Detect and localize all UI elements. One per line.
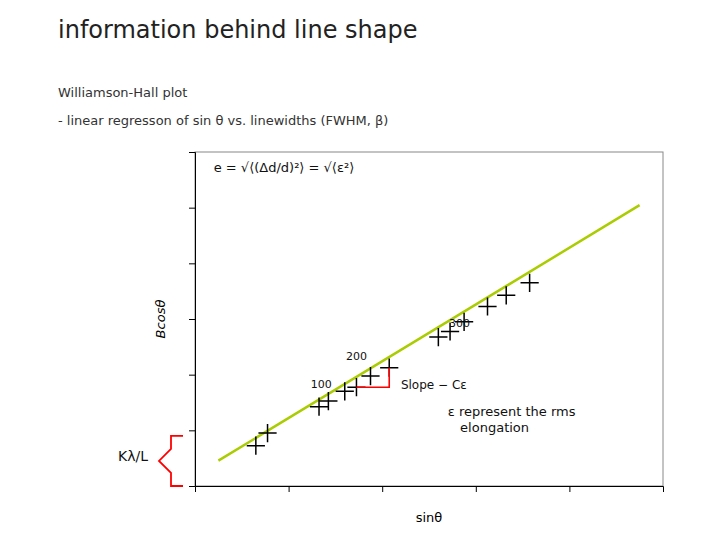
point bbox=[478, 297, 496, 315]
subtitle: - linear regresson of sin θ vs. linewidt… bbox=[58, 113, 388, 128]
annotation: 300 bbox=[449, 317, 470, 330]
annotation: 100 bbox=[311, 378, 332, 391]
tick-mark bbox=[189, 208, 195, 209]
title: information behind line shape bbox=[58, 16, 417, 44]
tick bbox=[382, 486, 383, 492]
y-axis-title: Bcosθ bbox=[153, 300, 168, 339]
y-axis bbox=[189, 153, 196, 487]
tick-mark bbox=[189, 319, 195, 320]
point bbox=[429, 328, 447, 346]
axis-line bbox=[196, 487, 664, 493]
data-marks bbox=[218, 205, 639, 461]
point bbox=[258, 424, 276, 442]
point bbox=[319, 392, 337, 410]
point bbox=[361, 367, 379, 385]
point bbox=[497, 286, 515, 304]
tick bbox=[189, 208, 195, 209]
annotation: e = √⟨(Δd/d)²⟩ = √⟨ε²⟩ bbox=[214, 160, 355, 175]
line bbox=[356, 368, 389, 387]
point bbox=[247, 437, 265, 455]
point bbox=[336, 382, 354, 400]
plot-area: sinθ Bcosθ 100 200 300 Slope − Cε e = √⟨(Δd/d)… bbox=[118, 152, 663, 525]
tick bbox=[476, 486, 477, 492]
tick bbox=[189, 319, 195, 320]
tick bbox=[289, 486, 290, 492]
tick bbox=[189, 263, 195, 264]
x-axis-title: sinθ bbox=[416, 510, 443, 525]
tick-mark bbox=[189, 152, 195, 153]
chart: information behind line shape Williamson-… bbox=[0, 0, 720, 540]
tick-mark bbox=[189, 430, 195, 431]
axis-line bbox=[189, 153, 196, 487]
brace bbox=[159, 436, 183, 486]
annotation: 200 bbox=[346, 350, 367, 363]
tick-mark bbox=[189, 375, 195, 376]
tick-mark bbox=[289, 486, 290, 492]
tick bbox=[569, 486, 570, 492]
plot-frame bbox=[195, 152, 663, 486]
tick bbox=[189, 430, 195, 431]
tick-mark bbox=[189, 263, 195, 264]
tick-mark bbox=[382, 486, 383, 492]
annotations: 100 200 300 Slope − Cε e = √⟨(Δd/d)²⟩ = √⟨ε²… bbox=[118, 160, 576, 463]
point bbox=[310, 398, 328, 416]
tick-mark bbox=[476, 486, 477, 492]
annotation: Slope − Cε bbox=[401, 378, 467, 392]
tick-mark bbox=[569, 486, 570, 492]
subtitle: Williamson-Hall plot bbox=[58, 85, 187, 100]
tick bbox=[189, 375, 195, 376]
x-axis bbox=[196, 486, 664, 492]
line bbox=[218, 205, 639, 461]
annotation: Kλ/L bbox=[118, 448, 148, 464]
point bbox=[521, 274, 539, 292]
annotation: ε represent the rms elongation bbox=[448, 404, 576, 435]
tick bbox=[189, 152, 195, 153]
